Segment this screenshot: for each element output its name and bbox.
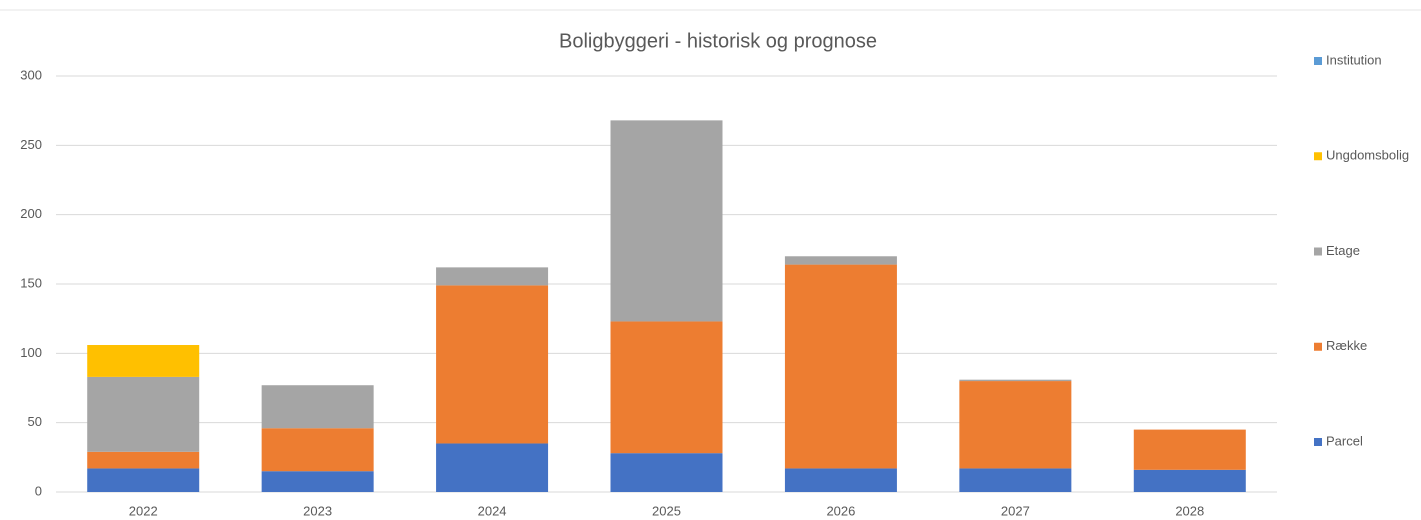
bar-segment [784, 264, 897, 469]
bar-segment [784, 468, 897, 492]
bar-segment [261, 428, 374, 472]
legend-swatch [1314, 57, 1322, 65]
legend-swatch [1314, 247, 1322, 256]
bar-segment [959, 381, 1072, 469]
y-tick-label: 0 [35, 483, 42, 498]
chart-title: Boligbyggeri - historisk og prognose [559, 30, 877, 52]
bar-segment [784, 256, 897, 265]
bar-segment [436, 267, 549, 286]
legend-label: Ungdomsbolig [1326, 148, 1409, 163]
bar-segment [87, 468, 200, 492]
bar-segment [959, 468, 1072, 492]
y-tick-label: 200 [20, 206, 42, 221]
x-tick-label: 2022 [129, 503, 158, 518]
bar-segment [436, 443, 549, 492]
x-tick-label: 2026 [826, 503, 855, 518]
bar-segment [610, 321, 723, 454]
y-tick-label: 150 [20, 275, 42, 290]
y-tick-label: 100 [20, 345, 42, 360]
legend-swatch [1314, 152, 1322, 161]
bar-segment [261, 471, 374, 492]
legend-label: Etage [1326, 243, 1360, 258]
y-tick-label: 300 [20, 67, 42, 82]
x-tick-label: 2028 [1175, 503, 1204, 518]
bar-segment [959, 379, 1072, 382]
x-tick-label: 2025 [652, 503, 681, 518]
legend-label: Række [1326, 338, 1367, 353]
x-tick-label: 2023 [303, 503, 332, 518]
bar-segment [610, 453, 723, 492]
bar-segment [1133, 429, 1246, 470]
bar-segment [87, 376, 200, 452]
x-tick-label: 2024 [478, 503, 507, 518]
bar-segment [436, 285, 549, 444]
bar-segment [87, 451, 200, 469]
legend-label: Parcel [1326, 433, 1363, 448]
bar-segment [1133, 469, 1246, 492]
x-tick-label: 2027 [1001, 503, 1030, 518]
bar-segment [610, 120, 723, 322]
bar-segment [261, 385, 374, 429]
legend-swatch [1314, 342, 1322, 351]
bar-segment [87, 345, 200, 377]
y-tick-label: 50 [28, 414, 42, 429]
y-tick-label: 250 [20, 137, 42, 152]
legend-label: Institution [1326, 52, 1382, 67]
legend-swatch [1314, 438, 1322, 446]
